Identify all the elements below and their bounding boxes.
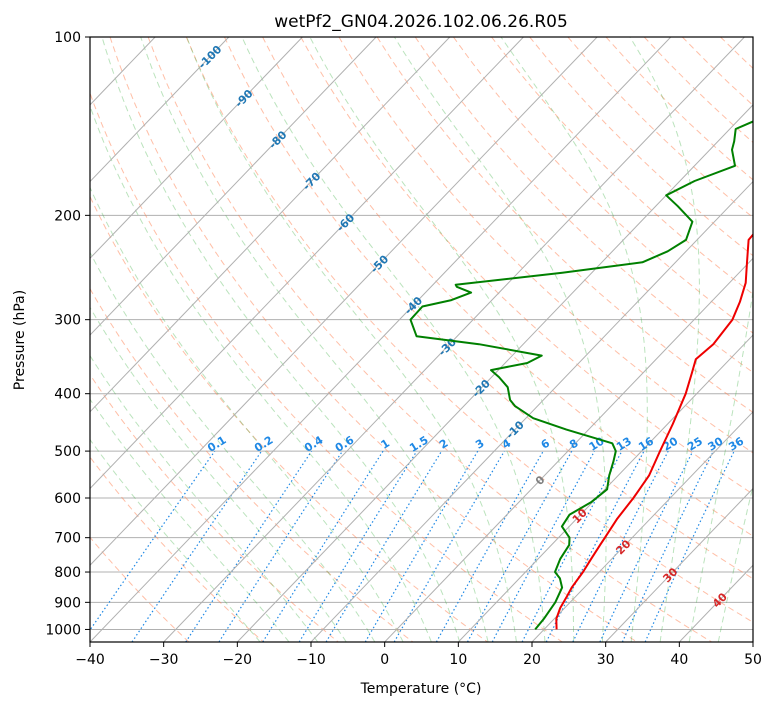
y-tick-label: 300 — [54, 313, 81, 329]
x-tick-label: −40 — [75, 652, 105, 668]
y-tick-label: 400 — [54, 387, 81, 403]
y-tick-label: 600 — [54, 491, 81, 507]
x-tick-label: 50 — [744, 652, 762, 668]
x-tick-label: −10 — [296, 652, 326, 668]
y-tick-label: 700 — [54, 531, 81, 547]
y-tick-label: 1000 — [45, 622, 81, 638]
x-tick-label: 0 — [380, 652, 389, 668]
y-tick-label: 500 — [54, 444, 81, 460]
y-axis-label: Pressure (hPa) — [12, 290, 28, 390]
x-tick-label: −20 — [223, 652, 253, 668]
y-tick-label: 100 — [54, 30, 81, 46]
x-tick-label: 20 — [523, 652, 541, 668]
x-axis-label: Temperature (°C) — [360, 681, 482, 697]
y-tick-label: 800 — [54, 565, 81, 581]
y-tick-label: 900 — [54, 595, 81, 611]
x-tick-label: 30 — [597, 652, 615, 668]
x-tick-label: 40 — [670, 652, 688, 668]
x-tick-label: −30 — [149, 652, 179, 668]
chart-title: wetPf2_GN04.2026.102.06.26.R05 — [274, 12, 568, 32]
y-tick-label: 200 — [54, 208, 81, 224]
x-tick-label: 10 — [449, 652, 467, 668]
